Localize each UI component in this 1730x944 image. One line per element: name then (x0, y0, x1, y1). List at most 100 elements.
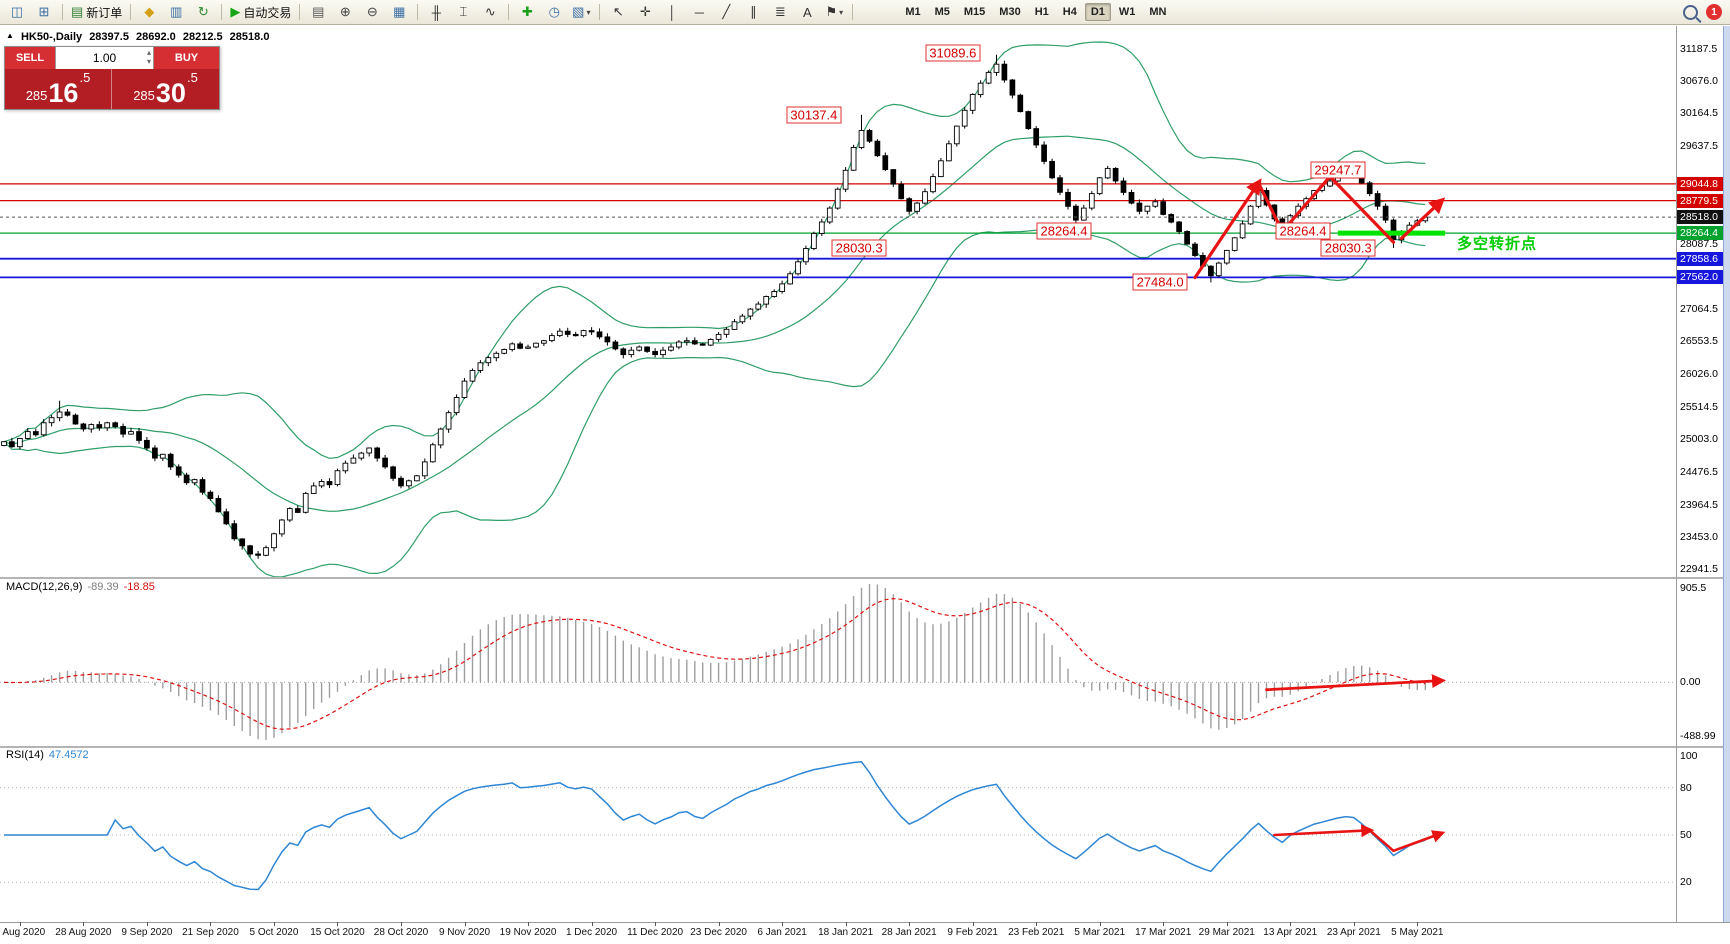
crosshair-icon[interactable]: ✛ (632, 1, 658, 23)
time-axis-label: 28 Oct 2020 (373, 927, 429, 938)
timeframe-m30[interactable]: M30 (999, 6, 1021, 18)
price-annotation-label[interactable]: 29247.7 (1310, 161, 1366, 179)
text-icon[interactable]: A (794, 1, 820, 23)
time-axis-tickmark (1036, 922, 1038, 926)
line-chart-icon: ∿ (484, 4, 496, 19)
rsi-axis-max-label: 100 (1680, 750, 1698, 762)
time-axis-label: 5 May 2021 (1391, 927, 1444, 938)
timeframe-mn[interactable]: MN (1149, 6, 1167, 18)
volume-input[interactable]: 1.00 ▴ ▾ (55, 47, 154, 69)
price-axis-label: 31187.5 (1680, 42, 1718, 55)
line-chart-icon[interactable]: ∿ (477, 1, 503, 23)
volume-spinner[interactable]: ▴ ▾ (146, 48, 151, 66)
time-axis-label: 21 Sep 2020 (182, 927, 239, 938)
macd-indicator-label: MACD(12,26,9) -89.39 -18.85 (6, 581, 155, 593)
price-axis-label: 24476.5 (1680, 466, 1718, 479)
channel-icon[interactable]: ∥ (740, 1, 766, 23)
notification-badge[interactable]: 1 (1706, 4, 1722, 20)
time-axis-label: 23 Dec 2020 (690, 927, 747, 938)
price-axis-border (1676, 26, 1677, 922)
macd-panel-divider[interactable] (0, 577, 1730, 579)
trend-zigzag-arrows[interactable] (1193, 175, 1446, 280)
buy-price-prefix: 285 (133, 88, 155, 103)
search-icon[interactable] (1683, 4, 1698, 20)
new-order-button[interactable]: ▤ 新订单 (68, 1, 125, 23)
price-annotation-label[interactable]: 31089.6 (925, 44, 981, 62)
timeframe-h1[interactable]: H1 (1034, 6, 1049, 18)
rsi-axis-level-label: 50 (1680, 829, 1692, 841)
buy-price-big: 30 (155, 78, 186, 108)
price-annotation-label[interactable]: 28264.4 (1275, 222, 1331, 240)
price-annotation-label[interactable]: 27484.0 (1132, 273, 1188, 291)
price-axis-label: 29637.5 (1680, 140, 1718, 153)
timeframe-m15[interactable]: M15 (963, 6, 986, 18)
price-tag: 29044.8 (1677, 176, 1723, 191)
price-chart-canvas[interactable] (0, 0, 1676, 922)
candlestick-chart-icon: ⌶ (459, 4, 468, 19)
tile-windows-icon: ▦ (393, 4, 406, 19)
autotrading-button[interactable]: ▶ 自动交易 (227, 1, 294, 23)
price-annotation-label[interactable]: 28030.3 (1320, 239, 1376, 257)
timeframe-h4[interactable]: H4 (1062, 6, 1077, 18)
horizontal-level-lines[interactable] (0, 183, 1676, 279)
timeframe-w1[interactable]: W1 (1118, 6, 1136, 18)
horizontal-line-icon[interactable]: ─ (686, 1, 712, 23)
chart-profile-icon[interactable]: ▤ (305, 1, 331, 23)
profiles-icon[interactable]: ⊞ (31, 1, 57, 23)
crosshair-icon: ✛ (639, 4, 651, 19)
rsi-level-lines (0, 787, 1676, 883)
timeframe-m5[interactable]: M5 (934, 6, 950, 18)
tile-windows-icon[interactable]: ▦ (386, 1, 412, 23)
add-indicator-icon[interactable]: ✚ (514, 1, 540, 23)
price-annotation-label[interactable]: 30137.4 (786, 106, 842, 124)
timeframe-m1[interactable]: M1 (905, 6, 921, 18)
time-axis-tickmark (909, 922, 911, 926)
time-axis-tickmark (1226, 922, 1228, 926)
fibonacci-icon[interactable]: ≣ (767, 1, 793, 23)
periods-icon[interactable]: ◷ (541, 1, 567, 23)
buy-button[interactable]: BUY (154, 47, 219, 69)
panel-toggle-icon[interactable]: ▲ (6, 31, 14, 40)
templates-icon[interactable]: ▧ ▾ (568, 1, 594, 23)
candlestick-chart-icon[interactable]: ⌶ (450, 1, 476, 23)
terminal-icon[interactable]: ▥ (163, 1, 189, 23)
vertical-line-icon: │ (668, 4, 677, 20)
add-indicator-icon: ✚ (521, 4, 533, 19)
timeframe-d1[interactable]: D1 (1084, 3, 1111, 21)
rsi-indicator-label: RSI(14) 47.4572 (6, 749, 89, 761)
vertical-line-icon[interactable]: │ (659, 1, 685, 23)
price-axis-label: 23964.5 (1680, 498, 1718, 511)
new-order-button: ▤ (71, 4, 84, 19)
price-axis-label: 26026.0 (1680, 368, 1718, 381)
trendline-icon: ╱ (722, 4, 731, 19)
zoom-in-icon[interactable]: ⊕ (332, 1, 358, 23)
vertical-scrollbar[interactable] (1723, 26, 1730, 922)
time-axis-tickmark (528, 922, 530, 926)
refresh-icon[interactable]: ↻ (190, 1, 216, 23)
time-axis-tickmark (210, 922, 212, 926)
chart-profile-icon: ▤ (312, 4, 325, 19)
arrow-objects-icon[interactable]: ⚑ ▾ (821, 1, 847, 23)
rsi-panel-divider[interactable] (0, 746, 1730, 748)
new-chart-icon[interactable]: ◫ (4, 1, 30, 23)
ohlc-bars-icon[interactable]: ╫ (423, 1, 449, 23)
long-short-turning-point-text[interactable]: 多空转折点 (1457, 235, 1538, 253)
ohlc-open: 28397.5 (89, 31, 129, 43)
sell-button[interactable]: SELL (5, 47, 55, 69)
trendline-icon[interactable]: ╱ (713, 1, 739, 23)
history-center-icon[interactable]: ◆ (136, 1, 162, 23)
time-axis[interactable] (0, 922, 1730, 944)
price-annotation-label[interactable]: 28030.3 (831, 239, 887, 257)
sell-price[interactable]: 285 16 .5 (5, 69, 112, 109)
zoom-out-icon[interactable]: ⊖ (359, 1, 385, 23)
time-axis-tickmark (464, 922, 466, 926)
buy-price[interactable]: 285 30 .5 (112, 69, 219, 109)
macd-trend-arrow[interactable] (1265, 674, 1446, 692)
rsi-trend-arrows[interactable] (1273, 824, 1446, 853)
time-axis-label: 13 Apr 2021 (1263, 927, 1318, 938)
price-annotation-label[interactable]: 28264.4 (1036, 222, 1092, 240)
cursor-icon[interactable]: ↖ (605, 1, 631, 23)
time-axis-label: 15 Oct 2020 (310, 927, 365, 938)
